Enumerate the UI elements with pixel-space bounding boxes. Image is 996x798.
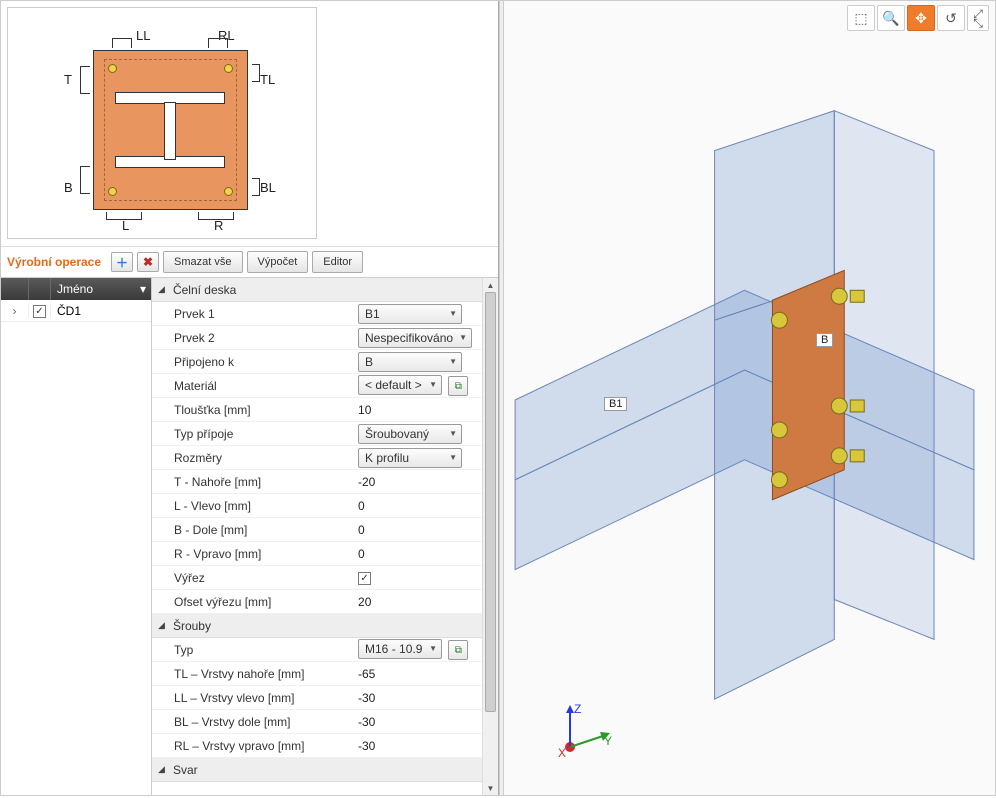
dimline-R bbox=[198, 212, 234, 220]
ops-title: Výrobní operace bbox=[7, 255, 101, 269]
dimline-LL bbox=[112, 38, 132, 48]
val-tloustka[interactable]: 10 bbox=[354, 403, 482, 417]
ops-list: Jméno ▾ › ✓ ČD1 bbox=[1, 278, 152, 795]
prop-scrollbar[interactable]: ▲ ▼ bbox=[482, 278, 498, 795]
calc-button[interactable]: Výpočet bbox=[247, 251, 309, 273]
tag-B: B bbox=[816, 333, 833, 347]
ops-list-header: Jméno ▾ bbox=[1, 278, 151, 300]
group-endplate[interactable]: ◢Čelní deska bbox=[152, 278, 482, 302]
group-bolts[interactable]: ◢Šrouby bbox=[152, 614, 482, 638]
zoom-window-button[interactable]: ⬚ bbox=[847, 5, 875, 31]
val-R[interactable]: 0 bbox=[354, 547, 482, 561]
group-weld[interactable]: ◢Svar bbox=[152, 758, 482, 782]
val-L[interactable]: 0 bbox=[354, 499, 482, 513]
combo-material[interactable]: < default >▼ bbox=[358, 375, 442, 395]
combo-typ-pripoje[interactable]: Šroubovaný▼ bbox=[358, 424, 462, 444]
val-B[interactable]: 0 bbox=[354, 523, 482, 537]
col-name[interactable]: Jméno bbox=[51, 282, 135, 296]
prop-l-vlevo: L - Vlevo [mm] 0 bbox=[152, 494, 482, 518]
rotate-button[interactable]: ↺ bbox=[937, 5, 965, 31]
view-toolbar: ⬚ 🔍 ✥ ↺ ⤢⤡ bbox=[847, 5, 989, 31]
editor-button[interactable]: Editor bbox=[312, 251, 363, 273]
dimline-T bbox=[80, 66, 90, 94]
bolt-lib-button[interactable]: ⧉ bbox=[448, 640, 468, 660]
dim-R: R bbox=[214, 218, 223, 233]
prop-pripojeno: Připojeno k B▼ bbox=[152, 350, 482, 374]
axis-gizmo[interactable]: Z Y X bbox=[556, 701, 616, 761]
clear-all-button[interactable]: Smazat vše bbox=[163, 251, 242, 273]
ops-row[interactable]: › ✓ ČD1 bbox=[1, 300, 151, 322]
val-ofset[interactable]: 20 bbox=[354, 595, 482, 609]
dim-B: B bbox=[64, 180, 73, 195]
scroll-up[interactable]: ▲ bbox=[483, 278, 498, 292]
prop-typ-sroub: Typ M16 - 10.9▼ ⧉ bbox=[152, 638, 482, 662]
row-name: ČD1 bbox=[51, 304, 151, 318]
left-panel: T B L R LL RL TL BL Výrobní operace ＋ ✖ … bbox=[1, 1, 499, 795]
filter-icon[interactable]: ▾ bbox=[135, 282, 151, 296]
3d-viewport[interactable]: B B1 Z Y X bbox=[504, 1, 995, 795]
prop-r-vpravo: R - Vpravo [mm] 0 bbox=[152, 542, 482, 566]
prop-ofset: Ofset výřezu [mm] 20 bbox=[152, 590, 482, 614]
prop-vyrez: Výřez ✓ bbox=[152, 566, 482, 590]
scroll-down[interactable]: ▼ bbox=[483, 781, 498, 795]
prop-b-dole: B - Dole [mm] 0 bbox=[152, 518, 482, 542]
delete-op-button[interactable]: ✖ bbox=[137, 252, 159, 272]
web bbox=[165, 103, 175, 159]
endplate-diagram: T B L R LL RL TL BL bbox=[7, 7, 317, 239]
prop-TL: TL – Vrstvy nahoře [mm] -65 bbox=[152, 662, 482, 686]
add-op-button[interactable]: ＋ bbox=[111, 252, 133, 272]
svg-text:X: X bbox=[558, 746, 566, 760]
pan-button[interactable]: ✥ bbox=[907, 5, 935, 31]
prop-material: Materiál < default >▼ ⧉ bbox=[152, 374, 482, 398]
prop-RL: RL – Vrstvy vpravo [mm] -30 bbox=[152, 734, 482, 758]
prop-tloustka: Tloušťka [mm] 10 bbox=[152, 398, 482, 422]
tag-B1: B1 bbox=[604, 397, 627, 411]
3d-scene bbox=[504, 1, 995, 795]
lower-split: Jméno ▾ › ✓ ČD1 ◢Čelní deska Prvek 1 B1▼… bbox=[1, 277, 498, 795]
prop-BL: BL – Vrstvy dole [mm] -30 bbox=[152, 710, 482, 734]
zoom-button[interactable]: 🔍 bbox=[877, 5, 905, 31]
dimline-BL bbox=[252, 178, 260, 196]
val-BL[interactable]: -30 bbox=[354, 715, 482, 729]
prop-rozmery: Rozměry K profilu▼ bbox=[152, 446, 482, 470]
ops-toolbar: Výrobní operace ＋ ✖ Smazat vše Výpočet E… bbox=[1, 246, 498, 277]
val-TL[interactable]: -65 bbox=[354, 667, 482, 681]
combo-typ-sroub[interactable]: M16 - 10.9▼ bbox=[358, 639, 442, 659]
combo-rozmery[interactable]: K profilu▼ bbox=[358, 448, 462, 468]
val-LL[interactable]: -30 bbox=[354, 691, 482, 705]
dim-LL: LL bbox=[136, 28, 150, 43]
dim-L: L bbox=[122, 218, 129, 233]
prop-prvek2: Prvek 2 Nespecifikováno▼ bbox=[152, 326, 482, 350]
combo-prvek1[interactable]: B1▼ bbox=[358, 304, 462, 324]
dim-TL: TL bbox=[260, 72, 275, 87]
prop-t-nahoře: T - Nahoře [mm] -20 bbox=[152, 470, 482, 494]
chk-vyrez[interactable]: ✓ bbox=[358, 572, 371, 585]
scroll-thumb[interactable] bbox=[485, 292, 496, 712]
prop-typ-pripoje: Typ přípoje Šroubovaný▼ bbox=[152, 422, 482, 446]
plate bbox=[93, 50, 248, 210]
flange-top bbox=[116, 93, 224, 103]
combo-pripojeno[interactable]: B▼ bbox=[358, 352, 462, 372]
material-lib-button[interactable]: ⧉ bbox=[448, 376, 468, 396]
svg-text:Y: Y bbox=[604, 734, 612, 748]
val-T[interactable]: -20 bbox=[354, 475, 482, 489]
dim-T: T bbox=[64, 72, 72, 87]
prop-LL: LL – Vrstvy vlevo [mm] -30 bbox=[152, 686, 482, 710]
prop-prvek1: Prvek 1 B1▼ bbox=[152, 302, 482, 326]
diagram-area: T B L R LL RL TL BL bbox=[1, 1, 498, 246]
dimline-B bbox=[80, 166, 90, 194]
svg-text:Z: Z bbox=[574, 702, 581, 716]
dimline-L bbox=[106, 212, 142, 220]
row-selector[interactable]: › bbox=[1, 304, 29, 318]
dim-BL: BL bbox=[260, 180, 276, 195]
viewport-panel: B B1 Z Y X ⬚ 🔍 ✥ ↺ ⤢⤡ bbox=[504, 1, 995, 795]
dimline-TL bbox=[252, 64, 260, 82]
dimline-RL bbox=[208, 38, 228, 48]
combo-prvek2[interactable]: Nespecifikováno▼ bbox=[358, 328, 472, 348]
row-checkbox[interactable]: ✓ bbox=[29, 303, 51, 318]
property-area: ◢Čelní deska Prvek 1 B1▼ Prvek 2 Nespeci… bbox=[152, 278, 498, 795]
property-grid: ◢Čelní deska Prvek 1 B1▼ Prvek 2 Nespeci… bbox=[152, 278, 482, 795]
val-RL[interactable]: -30 bbox=[354, 739, 482, 753]
fit-button[interactable]: ⤢⤡ bbox=[967, 5, 989, 31]
